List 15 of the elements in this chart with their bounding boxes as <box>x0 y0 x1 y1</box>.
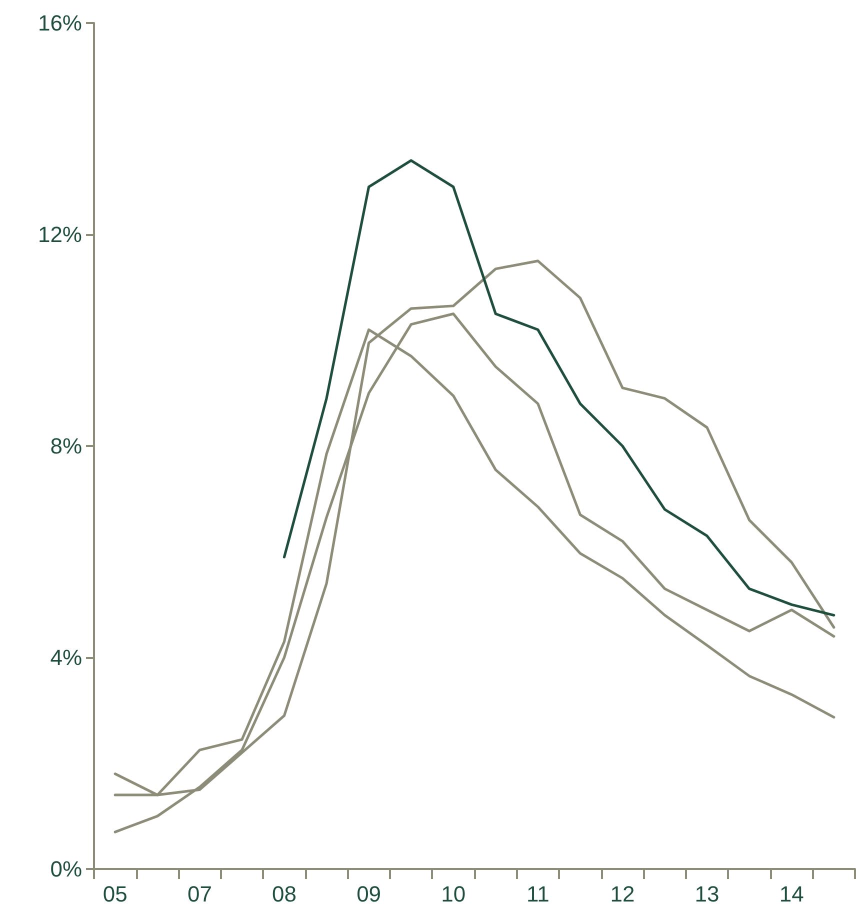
line-series <box>282 159 836 616</box>
y-tick-label: 16% <box>38 10 82 36</box>
x-tick-label: 08 <box>272 882 296 906</box>
y-tick-label: 12% <box>38 222 82 247</box>
x-tick-label: 10 <box>441 882 466 906</box>
y-tick-label: 0% <box>50 856 82 882</box>
x-tick-label: 14 <box>779 882 804 906</box>
x-tick-label: 12 <box>610 882 635 906</box>
x-tick-label: 07 <box>187 882 212 906</box>
y-tick-label: 8% <box>50 434 82 458</box>
y-tick-label: 4% <box>50 645 82 670</box>
x-tick-label: 11 <box>526 882 550 906</box>
x-tick-label: 09 <box>356 882 382 906</box>
x-tick-label: 05 <box>102 882 128 906</box>
x-tick-label: 13 <box>694 882 720 906</box>
